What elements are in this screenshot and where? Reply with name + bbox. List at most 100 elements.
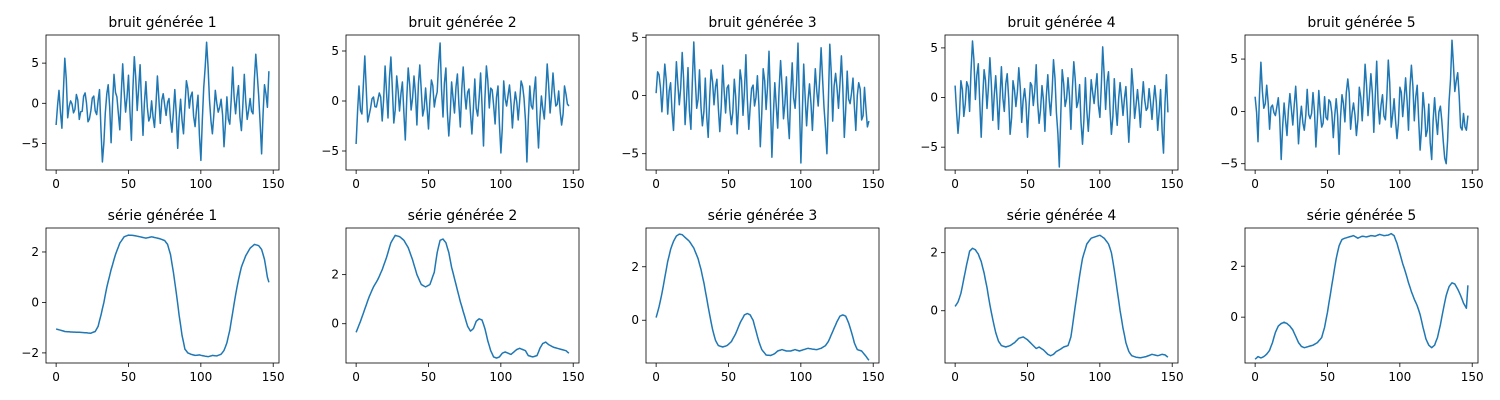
series-line [1254, 232, 1469, 360]
plot-frame [645, 34, 880, 171]
subplot-3: bruit générée 3 0 50 100 150 −5 0 5 [621, 15, 884, 191]
x-tick-label: 50 [1020, 177, 1035, 191]
y-tick-label: −5 [920, 140, 938, 154]
subplot-10: série générée 5 0 50 100 150 0 2 [1230, 208, 1483, 384]
x-tick-label: 150 [1461, 177, 1484, 191]
y-tick-label: 2 [1230, 259, 1238, 273]
series-line [355, 42, 570, 163]
y-tick-label: 5 [631, 30, 639, 44]
y-tick-label: −5 [1220, 157, 1238, 171]
y-tick-label: 0 [631, 313, 639, 327]
y-tick-label: 2 [930, 246, 938, 260]
subplot-title: série générée 2 [408, 208, 518, 224]
y-tick-label: 0 [331, 94, 339, 108]
y-tick-label: 0 [31, 96, 39, 110]
series-line [954, 40, 1169, 168]
plot-frame [345, 227, 580, 364]
subplot-title: bruit générée 4 [1007, 15, 1115, 31]
x-tick-label: 0 [652, 370, 660, 384]
plot-frame [45, 34, 280, 171]
y-tick-label: 5 [1230, 52, 1238, 66]
series-line [355, 234, 570, 359]
series-line [55, 41, 270, 163]
series-line [1254, 39, 1469, 165]
subplot-2: bruit générée 2 0 50 100 150 −5 0 5 [321, 15, 584, 191]
subplot-title: série générée 3 [708, 208, 818, 224]
x-tick-label: 0 [1251, 177, 1259, 191]
x-tick-label: 100 [489, 370, 512, 384]
series-line [55, 234, 270, 358]
subplot-9: série générée 4 0 50 100 150 0 2 [930, 208, 1183, 384]
x-tick-label: 0 [1251, 370, 1259, 384]
x-tick-label: 150 [562, 370, 585, 384]
x-tick-label: 100 [189, 370, 212, 384]
subplot-1: bruit générée 1 0 50 100 150 −5 0 5 [21, 15, 284, 191]
x-tick-label: 100 [789, 370, 812, 384]
y-tick-label: −5 [321, 144, 339, 158]
y-tick-label: 2 [631, 260, 639, 274]
x-tick-label: 150 [262, 370, 285, 384]
plot-frame [645, 227, 880, 364]
subplot-5: bruit générée 5 0 50 100 150 −5 0 5 [1220, 15, 1483, 191]
subplot-title: série générée 4 [1007, 208, 1117, 224]
x-tick-label: 50 [121, 177, 136, 191]
x-tick-label: 0 [52, 370, 60, 384]
x-tick-label: 100 [1388, 177, 1411, 191]
subplot-title: bruit générée 5 [1307, 15, 1415, 31]
x-tick-label: 50 [421, 177, 436, 191]
y-tick-label: 5 [31, 56, 39, 70]
subplot-7: série générée 2 0 50 100 150 0 2 [331, 208, 584, 384]
x-tick-label: 100 [489, 177, 512, 191]
y-tick-label: 0 [930, 304, 938, 318]
series-line [954, 234, 1169, 359]
x-tick-label: 100 [1088, 370, 1111, 384]
y-tick-label: 0 [31, 295, 39, 309]
x-tick-label: 0 [52, 177, 60, 191]
y-tick-label: 0 [1230, 310, 1238, 324]
y-tick-label: −5 [621, 147, 639, 161]
plot-frame [1244, 34, 1479, 171]
subplot-title: série générée 1 [108, 208, 218, 224]
x-tick-label: 50 [1320, 370, 1335, 384]
subplot-title: bruit générée 3 [708, 15, 816, 31]
x-tick-label: 50 [721, 370, 736, 384]
plot-frame [944, 227, 1179, 364]
x-tick-label: 50 [721, 177, 736, 191]
y-tick-label: 5 [930, 41, 938, 55]
x-tick-label: 150 [862, 177, 885, 191]
series-line [655, 41, 870, 164]
x-tick-label: 100 [1388, 370, 1411, 384]
y-tick-label: 0 [930, 91, 938, 105]
x-tick-label: 0 [951, 370, 959, 384]
plot-frame [1244, 227, 1479, 364]
x-tick-label: 0 [951, 177, 959, 191]
subplot-4: bruit générée 4 0 50 100 150 −5 0 5 [920, 15, 1183, 191]
x-tick-label: 100 [189, 177, 212, 191]
y-tick-label: 2 [31, 245, 39, 259]
x-tick-label: 50 [1020, 370, 1035, 384]
x-tick-label: 150 [1161, 177, 1184, 191]
x-tick-label: 150 [262, 177, 285, 191]
subplot-title: bruit générée 1 [108, 15, 216, 31]
y-tick-label: 0 [1230, 104, 1238, 118]
plot-frame [944, 34, 1179, 171]
y-tick-label: 2 [331, 268, 339, 282]
x-tick-label: 50 [421, 370, 436, 384]
x-tick-label: 0 [352, 370, 360, 384]
subplot-title: bruit générée 2 [408, 15, 516, 31]
x-tick-label: 150 [1161, 370, 1184, 384]
y-tick-label: 0 [331, 317, 339, 331]
plot-frame [45, 227, 280, 364]
x-tick-label: 50 [1320, 177, 1335, 191]
y-tick-label: −2 [21, 346, 39, 360]
x-tick-label: 100 [789, 177, 812, 191]
x-tick-label: 50 [121, 370, 136, 384]
subplot-8: série générée 3 0 50 100 150 0 2 [631, 208, 884, 384]
subplot-title: série générée 5 [1307, 208, 1417, 224]
x-tick-label: 150 [1461, 370, 1484, 384]
series-line [655, 233, 870, 361]
y-tick-label: 5 [331, 44, 339, 58]
plot-frame [345, 34, 580, 171]
x-tick-label: 150 [862, 370, 885, 384]
subplot-6: série générée 1 0 50 100 150 −2 0 2 [21, 208, 284, 384]
